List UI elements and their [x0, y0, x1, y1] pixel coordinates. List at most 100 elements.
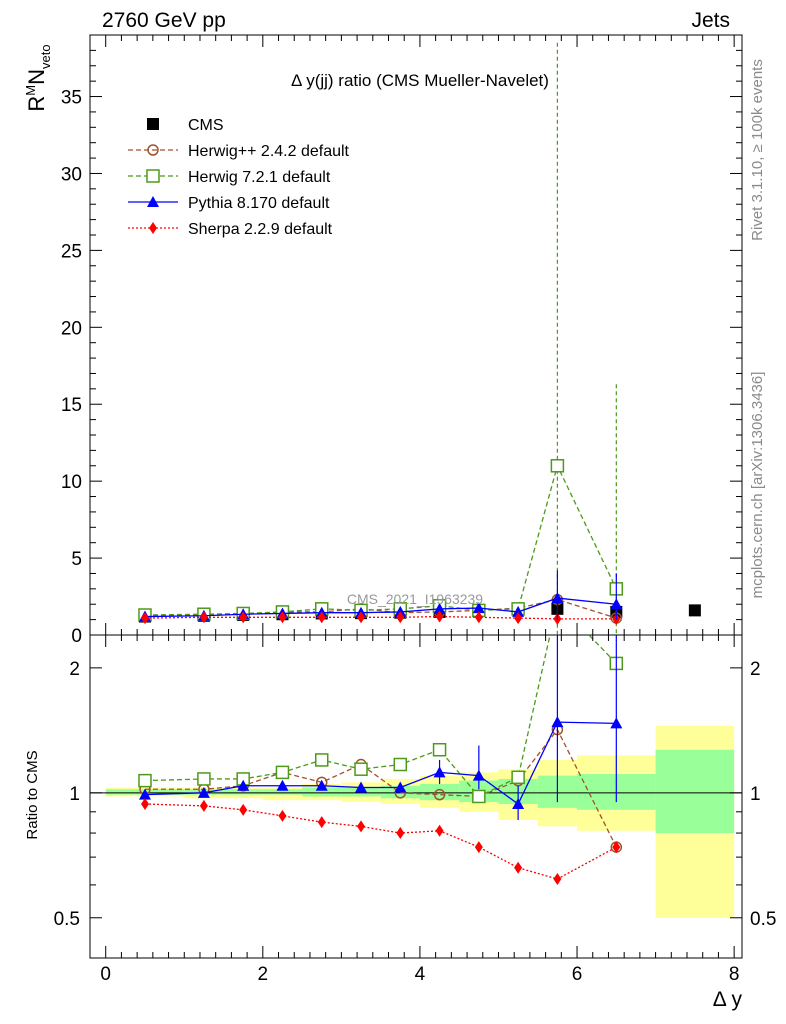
legend-marker	[146, 169, 160, 183]
x-tick-label: 8	[729, 964, 740, 985]
y-tick-label-main: 0	[71, 626, 82, 647]
y-tick-label-main: 35	[61, 88, 82, 109]
legend-label: Herwig++ 2.4.2 default	[188, 143, 350, 160]
legend-entry-2: Herwig 7.2.1 default	[128, 169, 331, 186]
series-4	[140, 610, 621, 885]
ratio-point	[553, 872, 562, 885]
data-point	[435, 610, 444, 623]
ratio-point	[278, 809, 287, 822]
x-tick-label: 0	[100, 964, 111, 985]
legend-label: Pythia 8.170 default	[188, 195, 330, 212]
data-point	[472, 602, 485, 614]
series-ratio	[140, 797, 621, 885]
ratio-point	[514, 861, 523, 874]
y-tick-label-ratio-right: 1	[750, 784, 761, 805]
plot-frames	[89, 34, 743, 959]
legend-marker	[149, 222, 157, 234]
ratio-point	[237, 779, 250, 791]
y-tick-label-ratio: 1	[69, 784, 80, 805]
ratio-point	[197, 772, 211, 786]
legend-label: Sherpa 2.2.9 default	[188, 221, 333, 238]
x-tick-label: 2	[258, 964, 269, 985]
ratio-point	[354, 762, 368, 776]
y-tick-label-ratio: 0.5	[54, 909, 80, 930]
y-tick-label-main: 20	[61, 318, 82, 339]
data-point	[550, 459, 565, 473]
mcplots-reference-label: mcplots.cern.ch [arXiv:1306.3436]	[749, 372, 766, 599]
ratio-point	[275, 765, 290, 780]
ratio-point	[276, 779, 289, 791]
ratio-point	[432, 742, 447, 757]
ratio-point	[239, 803, 248, 816]
pythia-ratio-errors	[438, 570, 617, 821]
ratio-point	[435, 824, 444, 837]
series-line-ratio	[144, 803, 617, 880]
ratio-point	[314, 753, 329, 767]
ratio-point	[393, 757, 408, 772]
y-tick-label-ratio: 2	[69, 659, 80, 680]
rivet-version-label: Rivet 3.1.10, ≥ 100k events	[749, 59, 766, 241]
series-line-main	[144, 615, 617, 620]
chart-title: Δ y(jj) ratio (CMS Mueller-Navelet)	[291, 71, 549, 90]
data-point	[140, 612, 149, 625]
legend-marker	[147, 118, 159, 130]
y-tick-label-main: 5	[71, 549, 82, 570]
x-tick-label: 4	[415, 964, 426, 985]
axes-layer: 0 2 4 6 8 0 5 10 15 20 25 30 35 0.5 0.5 1 1 2 2	[54, 35, 776, 985]
ratio-point	[511, 770, 525, 785]
legend-label: CMS	[188, 117, 224, 134]
ratio-uncertainty-bands	[90, 725, 742, 918]
series-line-main	[144, 597, 617, 618]
y-tick-label-ratio-right: 0.5	[750, 909, 776, 930]
y-axis-label-main: RMNveto	[23, 44, 53, 111]
ratio-point	[199, 799, 208, 812]
ratio-panel-frame	[89, 634, 743, 959]
legend-entry-4: Sherpa 2.2.9 default	[128, 221, 333, 238]
series-ratio	[138, 635, 624, 804]
data-point	[474, 611, 483, 624]
band-green	[655, 749, 735, 834]
legend-entry-1: Herwig++ 2.4.2 default	[128, 143, 350, 160]
legend-entry-3: Pythia 8.170 default	[128, 195, 330, 212]
header-right: Jets	[691, 9, 730, 32]
ratio-point	[138, 773, 152, 788]
x-axis-label: Δ y	[713, 988, 743, 1011]
ratio-point	[472, 789, 486, 804]
y-tick-label-main: 30	[61, 164, 82, 185]
ratio-point	[197, 786, 210, 798]
y-axis-label-ratio: Ratio to CMS	[24, 750, 41, 839]
legend-marker	[147, 144, 159, 156]
ratio-point	[140, 797, 149, 810]
band-green	[302, 787, 342, 797]
ratio-point	[396, 827, 405, 840]
ratio-point	[394, 781, 407, 793]
series-layer	[138, 42, 701, 885]
band-green	[223, 789, 263, 795]
band-green	[419, 784, 460, 801]
y-tick-label-main: 25	[61, 241, 82, 262]
data-point	[278, 611, 287, 624]
data-point	[357, 611, 366, 624]
y-tick-label-main: 10	[61, 472, 82, 493]
data-point	[433, 602, 446, 614]
ratio-point	[474, 841, 483, 854]
ratio-point	[612, 841, 621, 854]
legend-entry-0: CMS	[147, 117, 224, 134]
watermark-analysis-id: CMS_2021_I1963239	[347, 591, 483, 607]
data-point	[199, 611, 208, 624]
data-point	[688, 604, 701, 617]
legend: CMS Herwig++ 2.4.2 default Herwig 7.2.1 de…	[128, 117, 350, 238]
data-point	[512, 605, 525, 617]
x-tick-label: 6	[572, 964, 583, 985]
header-left: 2760 GeV pp	[102, 9, 226, 32]
data-point	[396, 611, 405, 624]
ratio-point	[433, 788, 446, 801]
ratio-point	[355, 781, 368, 793]
data-point	[514, 612, 523, 625]
ratio-point	[317, 816, 326, 829]
data-point	[239, 611, 248, 624]
y-tick-label-main: 15	[61, 395, 82, 416]
ratio-point	[357, 820, 366, 833]
ratio-point	[138, 788, 151, 800]
